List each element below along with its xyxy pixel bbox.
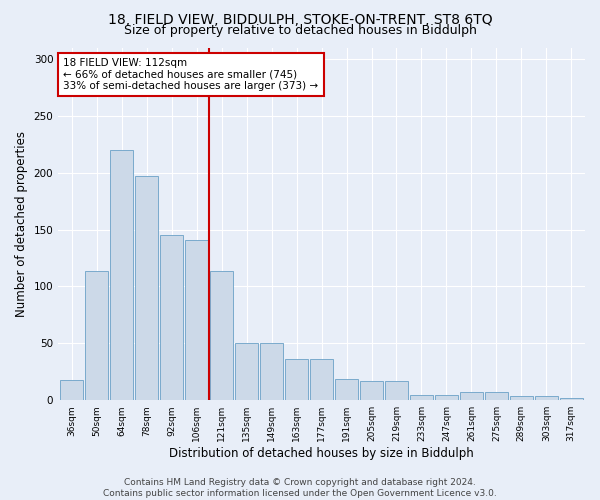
Bar	[435, 394, 458, 400]
Bar	[535, 396, 558, 400]
Text: 18 FIELD VIEW: 112sqm
← 66% of detached houses are smaller (745)
33% of semi-det: 18 FIELD VIEW: 112sqm ← 66% of detached …	[64, 58, 319, 92]
Bar	[385, 381, 408, 400]
Bar	[235, 344, 258, 400]
Bar	[110, 150, 133, 400]
Bar	[185, 240, 208, 400]
Bar	[410, 394, 433, 400]
X-axis label: Distribution of detached houses by size in Biddulph: Distribution of detached houses by size …	[169, 447, 474, 460]
Bar	[85, 270, 109, 400]
Bar	[335, 378, 358, 400]
Bar	[310, 359, 333, 400]
Bar	[485, 392, 508, 400]
Bar	[285, 359, 308, 400]
Y-axis label: Number of detached properties: Number of detached properties	[15, 131, 28, 317]
Bar	[360, 381, 383, 400]
Text: 18, FIELD VIEW, BIDDULPH, STOKE-ON-TRENT, ST8 6TQ: 18, FIELD VIEW, BIDDULPH, STOKE-ON-TRENT…	[107, 12, 493, 26]
Bar	[210, 270, 233, 400]
Bar	[61, 380, 83, 400]
Bar	[560, 398, 583, 400]
Text: Contains HM Land Registry data © Crown copyright and database right 2024.
Contai: Contains HM Land Registry data © Crown c…	[103, 478, 497, 498]
Bar	[510, 396, 533, 400]
Bar	[260, 344, 283, 400]
Bar	[136, 176, 158, 400]
Text: Size of property relative to detached houses in Biddulph: Size of property relative to detached ho…	[124, 24, 476, 37]
Bar	[460, 392, 483, 400]
Bar	[160, 235, 183, 400]
